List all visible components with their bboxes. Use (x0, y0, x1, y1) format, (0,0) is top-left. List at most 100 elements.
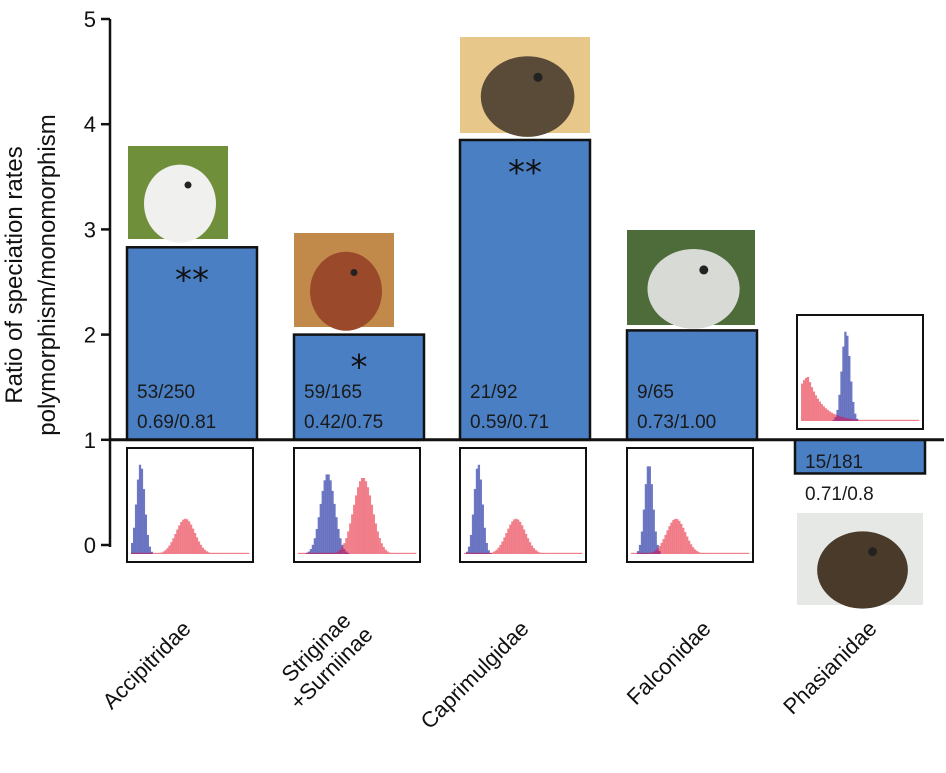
overlap-density-bin (347, 552, 350, 554)
blue-density-bin (471, 514, 475, 554)
red-density-bin (511, 521, 514, 554)
red-density-bin (693, 549, 697, 554)
red-density-bin (883, 419, 886, 421)
red-density-bin (410, 552, 413, 554)
red-density-bin (832, 413, 835, 421)
red-density-bin (404, 552, 407, 554)
overlap-density-bin (852, 419, 855, 421)
red-density-bin (495, 549, 498, 554)
red-density-bin (406, 552, 409, 554)
red-density-bin (174, 533, 177, 554)
red-density-bin (345, 538, 348, 554)
overlap-density-bin (850, 418, 853, 421)
overlap-density-bin (331, 552, 334, 554)
bird-body-shape (144, 164, 216, 243)
red-density-bin (822, 406, 825, 421)
red-density-bin (351, 514, 354, 554)
red-density-bin (182, 519, 185, 554)
proportion-label: 0.69/0.81 (137, 412, 216, 433)
bird-body-shape (647, 249, 740, 329)
red-density-bin (507, 528, 510, 554)
red-density-bin (538, 552, 541, 554)
significance-marker: ** (508, 153, 542, 193)
red-density-bin (382, 547, 385, 554)
red-density-bin (556, 552, 559, 554)
red-density-bin (580, 552, 583, 554)
red-density-bin (733, 552, 736, 554)
red-density-bin (707, 552, 710, 554)
proportion-label: 0.71/0.8 (805, 484, 874, 505)
y-tick-label: 4 (84, 112, 96, 137)
red-density-bin (160, 552, 163, 554)
proportion-label: 0.42/0.75 (304, 412, 383, 433)
red-density-bin (349, 523, 352, 554)
red-density-bin (860, 419, 863, 421)
red-density-bin (893, 419, 896, 421)
blue-density-bin (309, 549, 313, 554)
red-density-bin (686, 536, 689, 554)
red-density-bin (503, 537, 506, 554)
bird-body-shape (817, 531, 908, 609)
red-density-bin (568, 552, 571, 554)
red-density-bin (501, 541, 504, 554)
red-density-bin (536, 551, 540, 554)
blue-density-bin (140, 468, 144, 554)
overlap-density-bin (840, 416, 843, 421)
red-density-bin (154, 552, 157, 554)
red-density-bin (299, 552, 303, 554)
red-density-bin (497, 547, 500, 554)
red-density-bin (658, 546, 661, 554)
overlap-density-bin (834, 417, 837, 421)
red-density-bin (243, 552, 246, 554)
blue-density-bin (146, 534, 149, 554)
red-density-bin (881, 419, 884, 421)
overlap-density-bin (479, 552, 482, 554)
red-density-bin (396, 552, 399, 554)
overlap-density-bin (307, 552, 311, 554)
sample-count-label: 15/181 (805, 452, 863, 473)
blue-density-bin (467, 546, 471, 554)
bird-eye-shape (184, 181, 192, 189)
red-density-bin (211, 552, 214, 554)
overlap-density-bin (343, 549, 346, 554)
red-density-bin (901, 419, 904, 421)
overlap-density-bin (638, 552, 642, 554)
red-density-bin (727, 552, 730, 554)
blue-density-bin (335, 517, 338, 554)
overlap-density-bin (309, 552, 313, 554)
blue-density-bin (337, 528, 340, 554)
red-density-bin (672, 519, 675, 554)
overlap-density-bin (146, 552, 149, 554)
red-density-bin (824, 408, 827, 421)
red-density-bin (197, 541, 201, 554)
red-density-bin (808, 382, 812, 421)
red-density-bin (343, 543, 346, 554)
red-density-bin (705, 552, 708, 554)
overlap-density-bin (832, 419, 835, 421)
overlap-density-bin (148, 552, 151, 554)
overlap-density-bin (339, 549, 342, 554)
overlap-density-bin (311, 552, 315, 554)
red-density-bin (903, 419, 906, 421)
red-density-bin (195, 537, 199, 554)
overlap-density-bin (648, 552, 651, 554)
red-density-bin (801, 383, 804, 421)
red-density-bin (917, 419, 920, 421)
red-density-bin (550, 552, 553, 554)
red-density-bin (666, 530, 669, 554)
bird-eye-shape (699, 265, 709, 275)
red-density-bin (741, 552, 744, 554)
red-density-bin (176, 529, 179, 554)
red-density-bin (731, 552, 734, 554)
red-density-bin (873, 419, 877, 421)
overlap-density-bin (475, 552, 479, 554)
category-label: Phasianidae (778, 616, 881, 719)
red-density-bin (660, 542, 663, 554)
blue-density-bin (648, 466, 651, 554)
red-density-bin (241, 552, 244, 554)
red-density-bin (911, 419, 914, 421)
red-density-bin (164, 550, 167, 554)
red-density-bin (408, 552, 411, 554)
red-density-bin (729, 552, 732, 554)
blue-density-bin (321, 490, 324, 554)
